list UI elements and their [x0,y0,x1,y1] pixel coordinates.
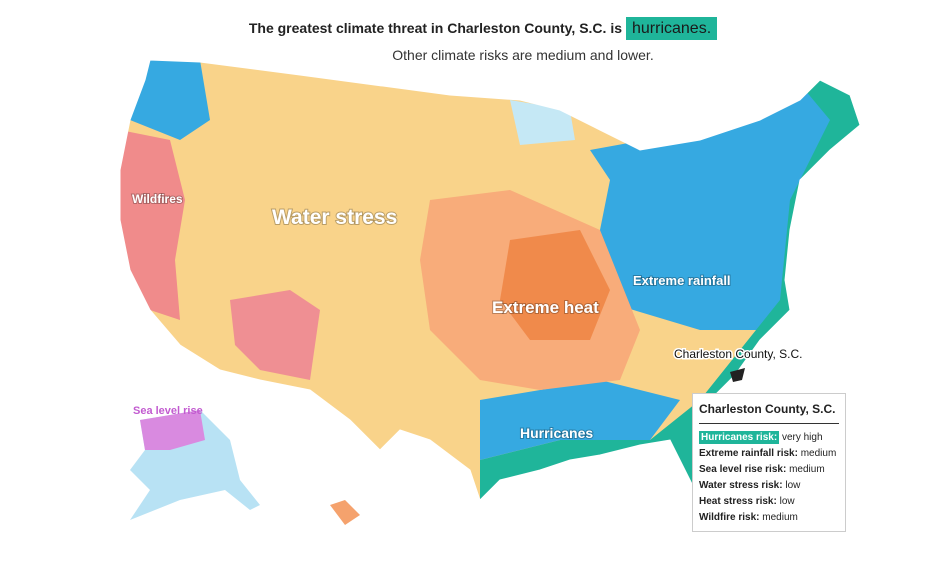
level: medium [789,464,825,475]
tooltip: Charleston County, S.C. Hurricanes risk:… [692,393,846,532]
alaska-coast [140,410,205,450]
tooltip-row: Sea level rise risk: medium [699,464,839,475]
level: very high [781,432,823,443]
risk: Hurricanes risk: [699,431,780,444]
region-label: Wildfires [132,192,183,206]
title-line: The greatest climate threat in Charlesto… [0,17,926,40]
level: low [779,496,795,507]
region-label: Extreme rainfall [633,273,731,288]
tooltip-row: Water stress risk: low [699,480,839,491]
tooltip-row: Hurricanes risk: very high [699,431,839,444]
region-label: Sea level rise [133,405,203,417]
tooltip-title: Charleston County, S.C. [699,402,839,424]
level: medium [762,512,798,523]
risk: Extreme rainfall risk: [699,448,798,459]
level: medium [800,448,837,459]
risk: Water stress risk: [699,480,783,491]
region-label: Water stress [272,206,397,229]
tooltip-row: Heat stress risk: low [699,496,839,507]
region-label: Extreme heat [492,298,599,317]
callout: Charleston County, S.C. [674,347,803,361]
risk: Wildfire risk: [699,512,760,523]
level: low [785,480,801,491]
tooltip-row: Wildfire risk: medium [699,512,839,523]
title: The greatest climate threat in Charlesto… [248,20,622,36]
subtitle: Other climate risks are medium and lower… [392,47,654,63]
charleston [730,368,745,382]
highlight: hurricanes. [626,17,718,40]
tooltip-row: Extreme rainfall risk: medium [699,448,839,459]
hawaii [330,500,360,525]
header: The greatest climate threat in Charlesto… [0,17,926,63]
risk: Sea level rise risk: [699,464,787,475]
risk: Heat stress risk: [699,496,777,507]
region-label: Hurricanes [520,425,593,441]
